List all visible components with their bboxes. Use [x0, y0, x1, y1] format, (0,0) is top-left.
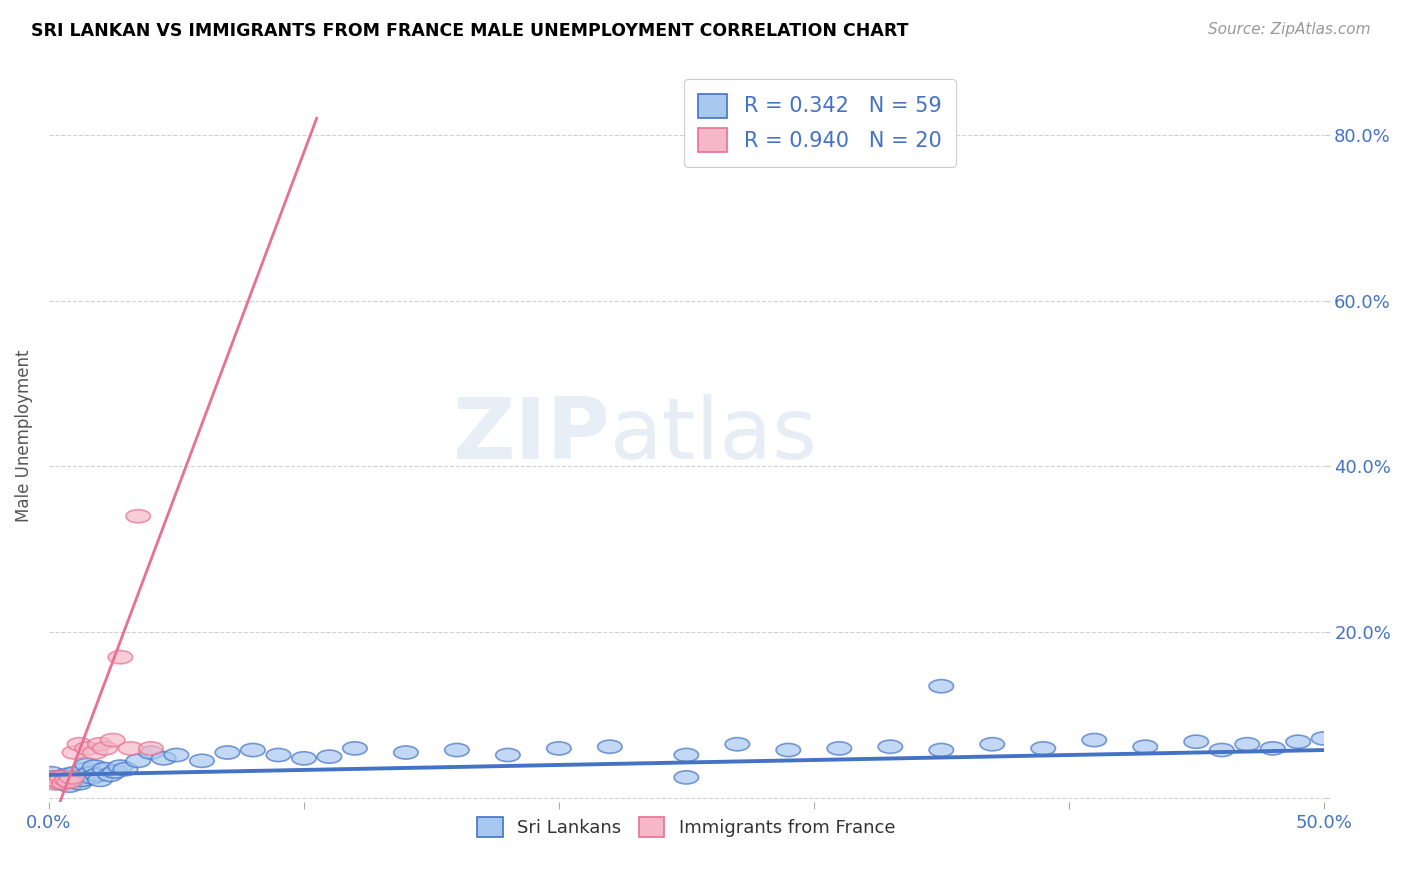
- Ellipse shape: [75, 742, 100, 755]
- Ellipse shape: [879, 740, 903, 754]
- Ellipse shape: [42, 777, 66, 789]
- Ellipse shape: [77, 766, 103, 780]
- Ellipse shape: [39, 766, 63, 780]
- Ellipse shape: [827, 742, 852, 755]
- Ellipse shape: [46, 775, 72, 789]
- Y-axis label: Male Unemployment: Male Unemployment: [15, 349, 32, 522]
- Ellipse shape: [929, 680, 953, 693]
- Ellipse shape: [139, 742, 163, 755]
- Ellipse shape: [70, 773, 94, 787]
- Ellipse shape: [108, 760, 132, 773]
- Ellipse shape: [1133, 740, 1157, 754]
- Ellipse shape: [87, 773, 112, 787]
- Ellipse shape: [108, 650, 132, 664]
- Ellipse shape: [45, 771, 69, 784]
- Ellipse shape: [58, 779, 82, 792]
- Ellipse shape: [80, 771, 104, 784]
- Ellipse shape: [343, 742, 367, 755]
- Ellipse shape: [127, 755, 150, 767]
- Ellipse shape: [52, 773, 76, 787]
- Ellipse shape: [673, 748, 699, 762]
- Ellipse shape: [93, 763, 117, 776]
- Ellipse shape: [318, 750, 342, 764]
- Text: Source: ZipAtlas.com: Source: ZipAtlas.com: [1208, 22, 1371, 37]
- Ellipse shape: [75, 758, 100, 772]
- Ellipse shape: [58, 775, 82, 789]
- Ellipse shape: [139, 746, 163, 759]
- Ellipse shape: [83, 760, 107, 773]
- Ellipse shape: [62, 746, 87, 759]
- Ellipse shape: [55, 773, 79, 787]
- Ellipse shape: [980, 738, 1004, 751]
- Ellipse shape: [598, 740, 621, 754]
- Ellipse shape: [1209, 743, 1234, 756]
- Ellipse shape: [46, 777, 72, 789]
- Ellipse shape: [73, 763, 97, 776]
- Ellipse shape: [39, 773, 63, 787]
- Ellipse shape: [55, 768, 79, 781]
- Ellipse shape: [87, 738, 112, 751]
- Ellipse shape: [93, 742, 117, 755]
- Ellipse shape: [929, 743, 953, 756]
- Ellipse shape: [52, 777, 76, 789]
- Ellipse shape: [291, 752, 316, 765]
- Legend: Sri Lankans, Immigrants from France: Sri Lankans, Immigrants from France: [470, 809, 903, 845]
- Ellipse shape: [1184, 735, 1209, 748]
- Ellipse shape: [42, 771, 66, 784]
- Ellipse shape: [118, 742, 143, 755]
- Ellipse shape: [45, 775, 69, 789]
- Ellipse shape: [100, 733, 125, 747]
- Ellipse shape: [1286, 735, 1310, 748]
- Ellipse shape: [240, 743, 266, 756]
- Ellipse shape: [49, 771, 75, 784]
- Ellipse shape: [673, 771, 699, 784]
- Ellipse shape: [67, 777, 91, 789]
- Ellipse shape: [496, 748, 520, 762]
- Text: ZIP: ZIP: [453, 394, 610, 477]
- Text: SRI LANKAN VS IMMIGRANTS FROM FRANCE MALE UNEMPLOYMENT CORRELATION CHART: SRI LANKAN VS IMMIGRANTS FROM FRANCE MAL…: [31, 22, 908, 40]
- Text: atlas: atlas: [610, 394, 818, 477]
- Ellipse shape: [1234, 738, 1260, 751]
- Ellipse shape: [49, 771, 75, 784]
- Ellipse shape: [1083, 733, 1107, 747]
- Ellipse shape: [103, 765, 128, 778]
- Ellipse shape: [266, 748, 291, 762]
- Ellipse shape: [444, 743, 470, 756]
- Ellipse shape: [114, 763, 138, 776]
- Ellipse shape: [1261, 742, 1285, 755]
- Ellipse shape: [98, 768, 122, 781]
- Ellipse shape: [1312, 731, 1336, 745]
- Ellipse shape: [86, 768, 110, 781]
- Ellipse shape: [152, 752, 176, 765]
- Ellipse shape: [547, 742, 571, 755]
- Ellipse shape: [59, 775, 84, 789]
- Ellipse shape: [394, 746, 418, 759]
- Ellipse shape: [776, 743, 800, 756]
- Ellipse shape: [1031, 742, 1056, 755]
- Ellipse shape: [127, 509, 150, 523]
- Ellipse shape: [67, 738, 91, 751]
- Ellipse shape: [725, 738, 749, 751]
- Ellipse shape: [215, 746, 239, 759]
- Ellipse shape: [59, 771, 84, 784]
- Ellipse shape: [62, 766, 87, 780]
- Ellipse shape: [65, 771, 89, 784]
- Ellipse shape: [83, 746, 107, 759]
- Ellipse shape: [190, 755, 214, 767]
- Ellipse shape: [165, 748, 188, 762]
